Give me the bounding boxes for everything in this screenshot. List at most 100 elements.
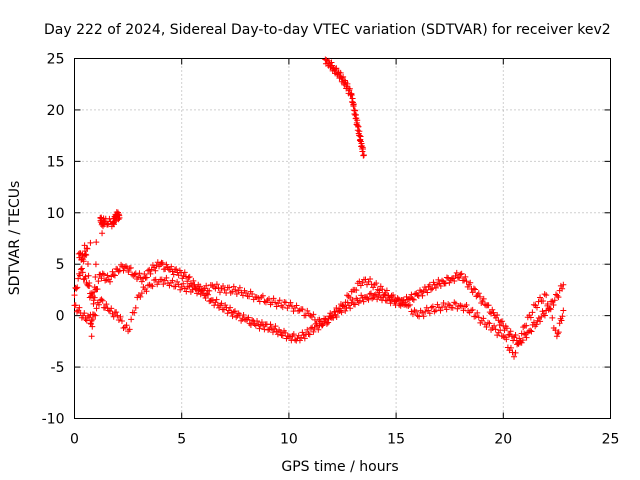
data-point <box>325 315 332 322</box>
data-point <box>475 290 482 297</box>
data-point <box>540 297 547 304</box>
data-point <box>233 290 240 297</box>
data-point <box>497 318 504 325</box>
data-point <box>537 294 544 301</box>
data-point <box>73 285 80 292</box>
data-point <box>332 65 339 72</box>
data-point <box>93 239 100 246</box>
data-point <box>512 331 519 338</box>
data-point <box>411 307 418 314</box>
data-point <box>373 280 380 287</box>
data-point <box>218 300 225 307</box>
data-point <box>550 301 557 308</box>
data-point <box>506 331 513 338</box>
data-point <box>428 304 435 311</box>
data-point <box>464 283 471 290</box>
data-point <box>120 324 127 331</box>
data-point <box>337 69 344 76</box>
data-point <box>429 285 436 292</box>
data-point <box>270 295 277 302</box>
data-point <box>486 320 493 327</box>
data-point <box>92 312 99 319</box>
data-point <box>206 287 213 294</box>
data-point <box>333 65 340 72</box>
data-point <box>347 294 354 301</box>
data-point <box>443 306 450 313</box>
data-point <box>272 323 279 330</box>
plot-frame <box>74 58 611 419</box>
data-point <box>462 273 469 280</box>
x-tick-label: 10 <box>280 432 298 448</box>
data-point <box>296 337 303 344</box>
data-point <box>528 328 535 335</box>
data-point <box>99 297 106 304</box>
data-point <box>355 123 362 130</box>
data-point <box>419 309 426 316</box>
data-point <box>477 293 484 300</box>
data-point <box>78 314 85 321</box>
data-point <box>203 282 210 289</box>
data-point <box>163 261 170 268</box>
data-point <box>186 283 193 290</box>
data-point <box>446 279 453 286</box>
data-point <box>428 286 435 293</box>
data-point <box>252 294 259 301</box>
data-point <box>186 273 193 280</box>
data-point <box>269 329 276 336</box>
data-point <box>421 284 428 291</box>
data-point <box>558 317 565 324</box>
data-point <box>328 59 335 66</box>
data-point <box>466 309 473 316</box>
data-point <box>458 270 465 277</box>
data-point <box>104 272 111 279</box>
data-point <box>367 290 374 297</box>
data-point <box>342 307 349 314</box>
data-point <box>92 273 99 280</box>
data-point <box>158 276 165 283</box>
y-tick-label: 15 <box>47 154 65 170</box>
data-point <box>166 282 173 289</box>
data-point <box>519 337 526 344</box>
data-point <box>537 318 544 325</box>
data-point <box>170 271 177 278</box>
data-point <box>82 251 89 258</box>
data-point <box>324 319 331 326</box>
data-point <box>216 304 223 311</box>
data-point <box>152 276 159 283</box>
data-point <box>93 305 100 312</box>
data-point <box>369 295 376 302</box>
data-point <box>240 312 247 319</box>
data-point <box>116 212 123 219</box>
data-point <box>313 320 320 327</box>
data-point <box>175 281 182 288</box>
data-point <box>307 325 314 332</box>
data-point <box>76 304 83 311</box>
data-point <box>92 261 99 268</box>
data-point <box>330 314 337 321</box>
data-point <box>543 292 550 299</box>
data-point <box>220 283 227 290</box>
data-point <box>82 273 89 280</box>
data-point <box>111 272 118 279</box>
data-point <box>360 152 367 159</box>
data-point <box>118 317 125 324</box>
data-point <box>75 275 82 282</box>
data-point <box>89 323 96 330</box>
data-point <box>368 281 375 288</box>
data-point <box>147 270 154 277</box>
data-point <box>128 316 135 323</box>
data-point <box>511 353 518 360</box>
data-point <box>341 81 348 88</box>
data-point <box>89 316 96 323</box>
data-point <box>432 284 439 291</box>
data-point <box>360 298 367 305</box>
data-point <box>261 298 268 305</box>
data-point <box>172 283 179 290</box>
data-point <box>426 310 433 317</box>
data-point <box>214 301 221 308</box>
data-point <box>276 297 283 304</box>
data-point <box>445 301 452 308</box>
data-point <box>299 329 306 336</box>
data-point <box>88 333 95 340</box>
data-point <box>469 306 476 313</box>
